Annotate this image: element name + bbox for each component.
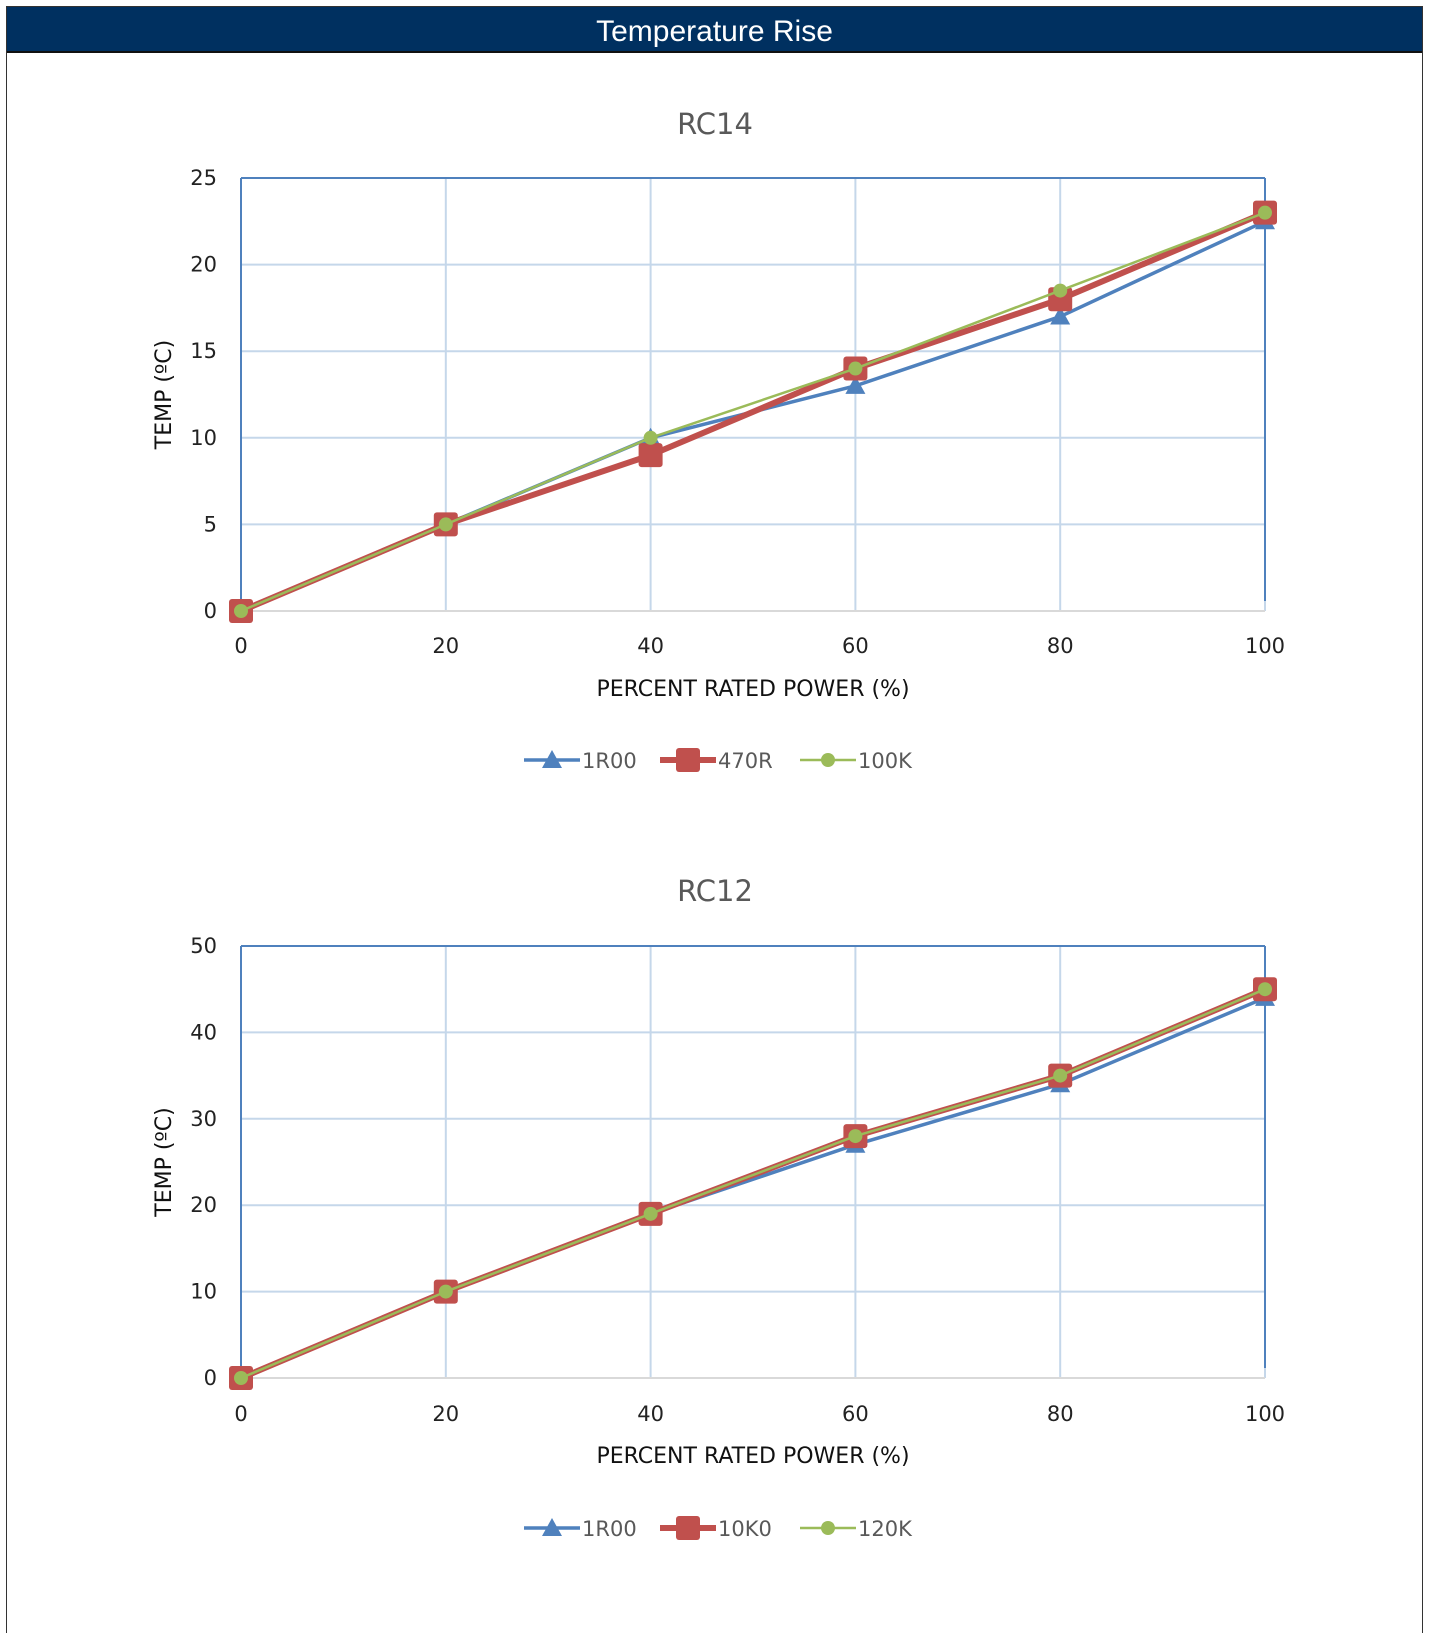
data-point	[234, 1371, 248, 1385]
x-tick-label: 80	[1047, 1402, 1074, 1426]
data-point	[438, 1284, 453, 1299]
y-tick-label: 20	[190, 253, 217, 277]
series-line	[239, 986, 1267, 1381]
page-header: Temperature Rise	[7, 7, 1422, 53]
y-tick-label: 0	[204, 599, 217, 623]
legend-marker	[676, 1516, 700, 1540]
x-tick-label: 0	[234, 634, 247, 658]
series-1R00	[231, 987, 1275, 1386]
legend-marker	[542, 750, 562, 768]
y-tick-label: 50	[190, 934, 217, 958]
series-120K	[234, 982, 1272, 1385]
legend-marker	[676, 748, 700, 772]
data-point	[234, 604, 248, 618]
data-point	[438, 517, 453, 532]
x-tick-label: 100	[1245, 634, 1285, 658]
chart-title: RC14	[677, 107, 753, 141]
page-frame: Temperature Rise	[6, 6, 1423, 1633]
chart-0: RC14 0 5 10 15 20 25 0 20 40 60 80 100 PERCENT RATED …	[152, 107, 1285, 773]
data-point	[1258, 982, 1272, 997]
series-10K0	[229, 977, 1277, 1390]
y-axis-title: TEMP (ºC)	[152, 340, 177, 450]
legend-marker	[821, 1521, 835, 1535]
data-point	[1050, 306, 1071, 325]
y-tick-label: 0	[204, 1366, 217, 1390]
y-tick-label: 40	[190, 1020, 217, 1044]
data-point	[643, 430, 658, 445]
series-100K	[234, 205, 1272, 618]
x-tick-label: 100	[1245, 1402, 1285, 1426]
data-point	[638, 443, 663, 468]
legend-label: 100K	[858, 749, 913, 773]
data-point	[1053, 283, 1068, 298]
x-tick-label: 60	[842, 1402, 869, 1426]
legend-label: 120K	[858, 1517, 913, 1541]
legend-item: 10K0	[660, 1516, 772, 1541]
legend-item: 470R	[660, 748, 773, 773]
data-point	[1258, 205, 1272, 220]
legend-item: 100K	[800, 749, 913, 773]
chart-title: RC12	[677, 874, 753, 908]
x-axis-title: PERCENT RATED POWER (%)	[596, 1444, 909, 1469]
legend-item: 120K	[800, 1517, 913, 1541]
x-tick-label: 0	[234, 1402, 247, 1426]
y-tick-label: 25	[190, 166, 217, 190]
data-point	[643, 1206, 658, 1221]
legend-label: 470R	[718, 749, 773, 773]
x-tick-label: 40	[637, 634, 664, 658]
y-tick-label: 20	[190, 1193, 217, 1217]
data-point	[848, 361, 863, 376]
x-axis-title: PERCENT RATED POWER (%)	[596, 677, 909, 702]
legend-label: 1R00	[582, 749, 637, 773]
x-tick-label: 80	[1047, 634, 1074, 658]
data-point	[1053, 1068, 1068, 1083]
x-tick-label: 40	[637, 1402, 664, 1426]
data-point	[845, 375, 866, 394]
x-tick-label: 60	[842, 634, 869, 658]
y-tick-label: 10	[190, 1280, 217, 1304]
y-axis-title: TEMP (ºC)	[152, 1107, 177, 1217]
y-tick-label: 15	[190, 339, 217, 363]
legend-item: 1R00	[524, 1517, 637, 1541]
legend-marker	[542, 1518, 562, 1536]
y-tick-label: 30	[190, 1107, 217, 1131]
legend-label: 1R00	[582, 1517, 637, 1541]
series-line	[240, 211, 1266, 613]
legend-item: 1R00	[524, 749, 637, 773]
y-tick-label: 5	[204, 512, 217, 536]
legend-marker	[821, 753, 835, 767]
y-tick-label: 10	[190, 426, 217, 450]
legend-label: 10K0	[718, 1517, 772, 1541]
chart-1: RC12 0 10 20 30 40 50 0 20 40 60 80 100 PERCENT RATED…	[152, 874, 1285, 1541]
series-line	[240, 988, 1266, 1380]
x-tick-label: 20	[432, 1402, 459, 1426]
data-point	[848, 1129, 863, 1144]
x-tick-label: 20	[432, 634, 459, 658]
